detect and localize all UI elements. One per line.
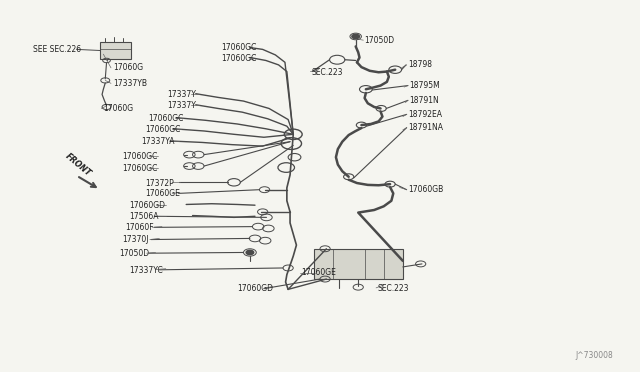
Text: SEC.223: SEC.223 [378,284,409,293]
Text: SEC.223: SEC.223 [312,68,343,77]
Text: 18798: 18798 [408,60,432,70]
Text: 18792EA: 18792EA [408,110,442,119]
Text: 17337YC: 17337YC [129,266,163,275]
Text: 17337Y: 17337Y [167,101,196,110]
Text: 17060G: 17060G [103,104,134,113]
Text: 17060GC: 17060GC [122,164,158,173]
Text: 17060GD: 17060GD [237,284,273,293]
Text: 17060GB: 17060GB [408,185,443,194]
Text: 17060GC: 17060GC [221,43,257,52]
Text: 17060GD: 17060GD [129,201,165,210]
Text: 18791N: 18791N [409,96,439,105]
Text: 17370J: 17370J [122,235,149,244]
Circle shape [352,34,360,39]
Text: 17060GE: 17060GE [301,268,336,277]
Text: 17060GC: 17060GC [221,54,257,63]
Text: 17060GC: 17060GC [122,152,158,161]
Text: 18791NA: 18791NA [408,123,443,132]
Text: 17060F: 17060F [125,223,154,232]
Text: 17337YB: 17337YB [113,79,147,88]
Text: 17060GC: 17060GC [145,125,180,134]
Text: 17506A: 17506A [129,212,158,221]
Text: 17060GC: 17060GC [148,114,183,123]
Bar [100,42,131,59]
Text: SEE SEC.226: SEE SEC.226 [33,45,81,54]
Circle shape [246,250,253,255]
Text: J^730008: J^730008 [575,351,613,360]
Text: 17372P: 17372P [145,179,173,187]
Text: 17050D: 17050D [365,36,395,45]
Text: 18795M: 18795M [409,81,440,90]
Text: FRONT: FRONT [63,151,92,178]
Bar [314,249,403,279]
Text: 17337YA: 17337YA [141,137,175,146]
Text: 17337Y: 17337Y [167,90,196,99]
Text: 17060G: 17060G [113,63,143,72]
Text: 17050D: 17050D [119,249,149,258]
Text: 17060GE: 17060GE [145,189,180,198]
